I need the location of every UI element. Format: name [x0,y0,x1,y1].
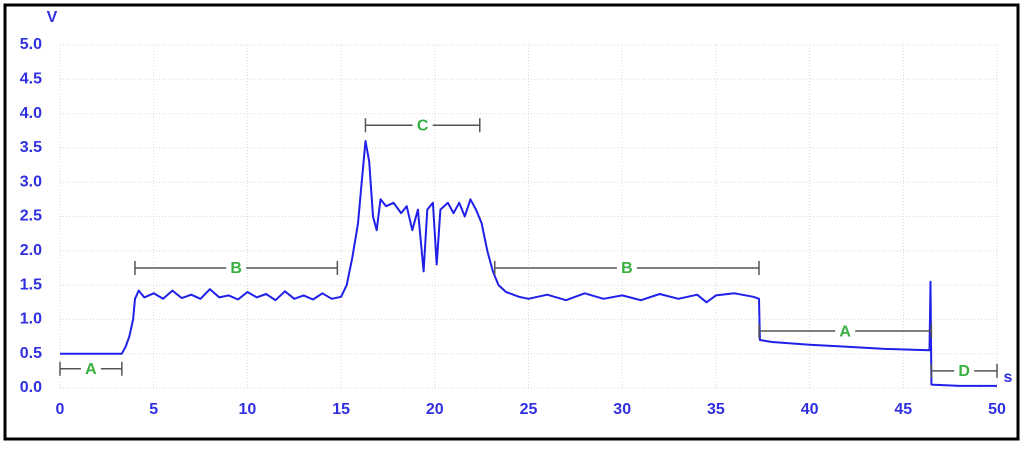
label-bg [954,361,975,380]
label-bg [412,116,433,135]
frame [3,3,1020,441]
label-bg [226,258,247,277]
y-tick-label: 1.5 [20,276,42,293]
x-tick-label: 50 [988,401,1006,418]
x-tick-label: 20 [426,401,444,418]
label-bg [835,322,856,341]
x-axis-label: s [1004,369,1013,386]
x-tick-label: 35 [707,401,725,418]
annotation-label: A [85,361,97,378]
y-tick-label: 5.0 [20,36,42,53]
y-tick-label: 4.5 [20,71,42,88]
y-tick-label: 3.5 [20,139,42,156]
y-tick-label: 2.0 [20,242,42,259]
x-tick-label: 30 [613,401,631,418]
y-tick-label: 0.0 [20,379,42,396]
label-bg [616,258,637,277]
x-tick-label: 0 [56,401,65,418]
label-bg [80,359,101,378]
annotation-label: A [839,323,851,340]
x-tick-label: 5 [149,401,158,418]
x-tick-label: 45 [894,401,912,418]
y-tick-label: 3.0 [20,173,42,190]
x-tick-label: 40 [801,401,819,418]
y-tick-label: 1.0 [20,311,42,328]
x-tick-label: 15 [332,401,350,418]
annotation-label: C [417,117,429,134]
y-tick-label: 0.5 [20,345,42,362]
annotation-label: D [958,363,970,380]
annotation-label: B [621,260,633,277]
x-tick-label: 25 [520,401,538,418]
y-axis-label: V [47,9,58,26]
signal-line [60,140,997,387]
y-tick-label: 2.5 [20,208,42,225]
y-tick-label: 4.0 [20,105,42,122]
x-tick-label: 10 [239,401,257,418]
annotation-label: B [230,260,242,277]
